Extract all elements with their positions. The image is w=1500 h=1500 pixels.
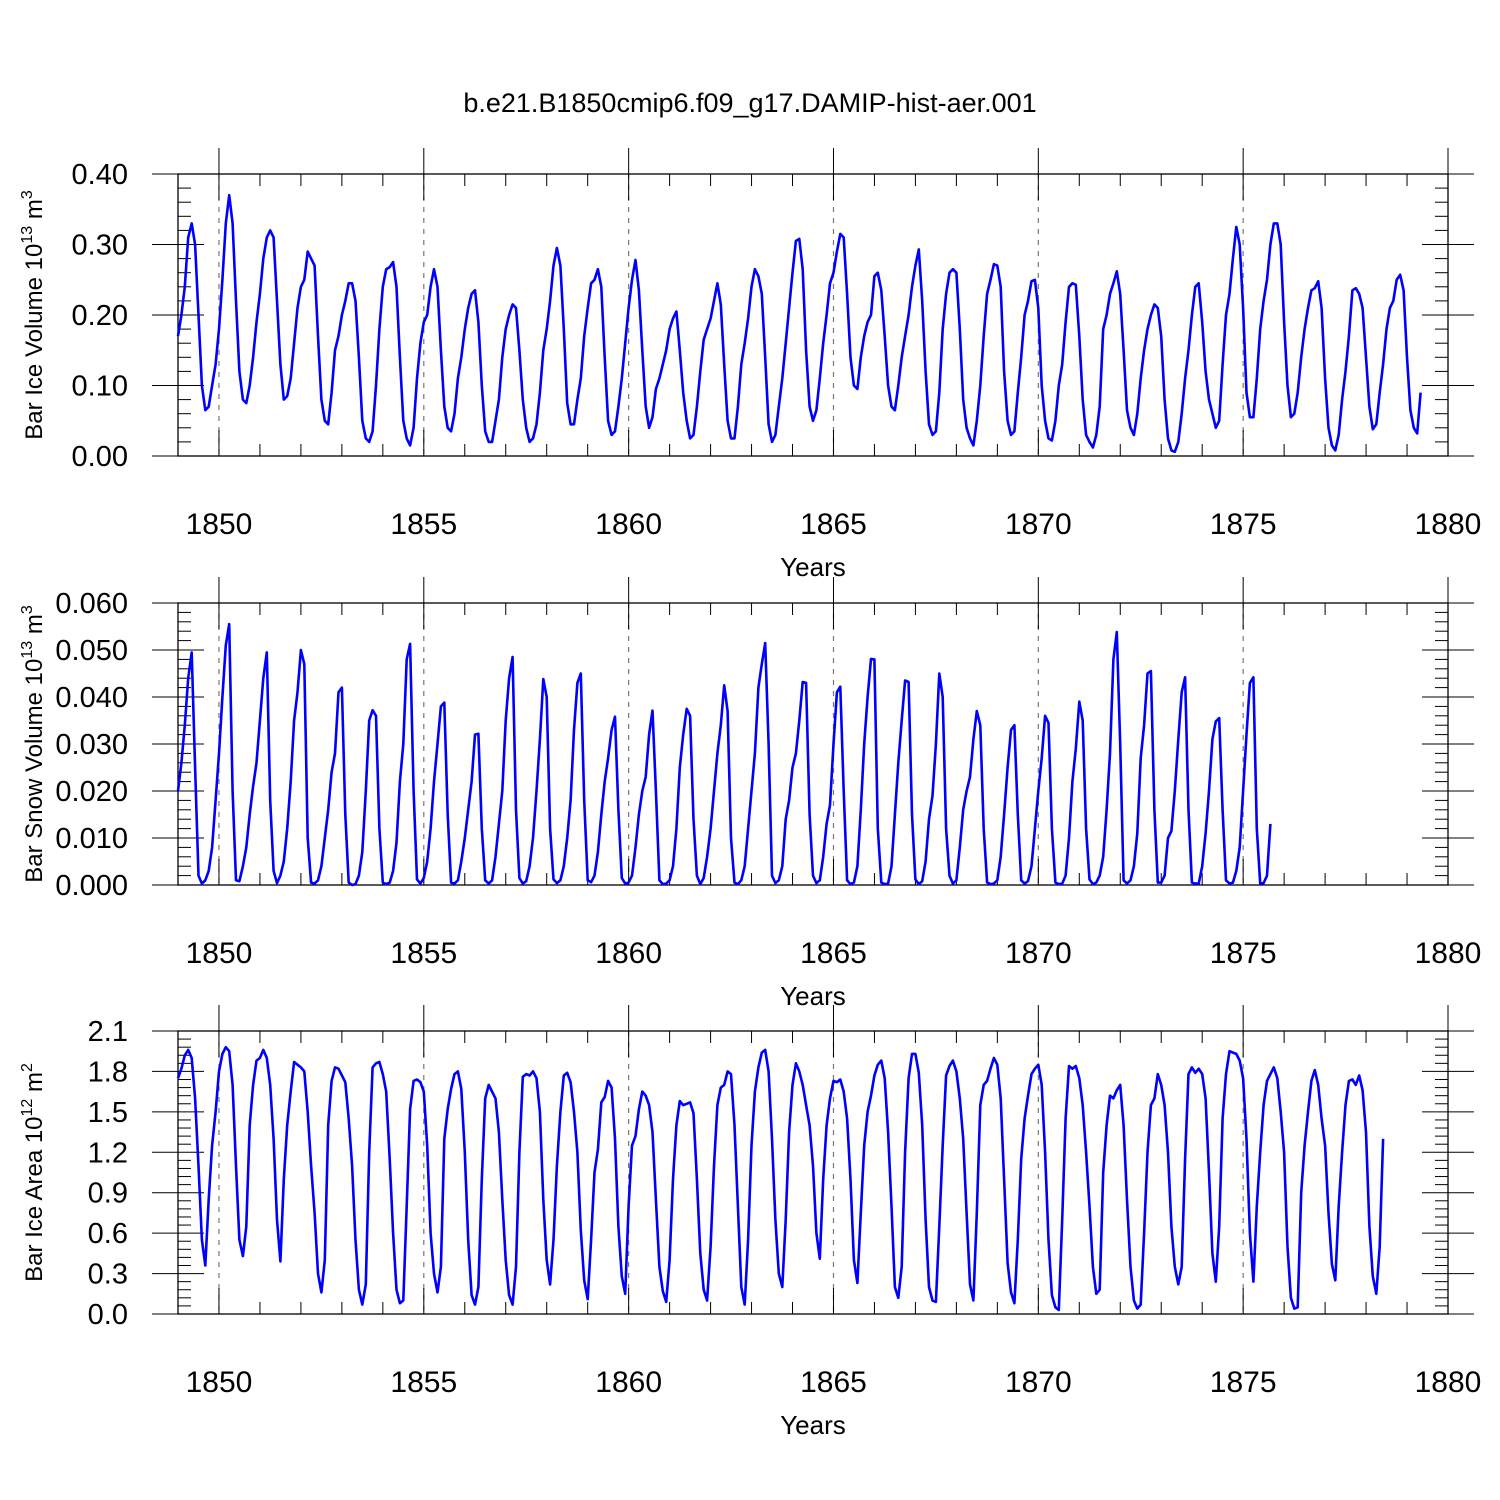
x-tick-label: 1855	[390, 1366, 457, 1399]
x-tick-label: 1880	[1415, 508, 1482, 541]
plot-frame	[177, 1030, 1449, 1315]
x-tick-label: 1850	[186, 508, 253, 541]
y-axis-label: Bar Ice Volume 1013 m3	[19, 190, 48, 440]
x-axis-label: Years	[780, 1410, 846, 1440]
x-tick-label: 1880	[1415, 937, 1482, 970]
x-tick-label: 1850	[186, 937, 253, 970]
x-tick-label: 1865	[800, 1366, 867, 1399]
y-tick-label: 0.00	[72, 441, 128, 473]
x-tick-label: 1870	[1005, 508, 1072, 541]
y-tick-label: 0.040	[55, 682, 128, 714]
x-tick-label: 1860	[595, 1366, 662, 1399]
plot-frame	[177, 173, 1449, 457]
y-tick-label: 0.40	[72, 159, 128, 191]
y-tick-label: 0.20	[72, 300, 128, 332]
x-axis-label: Years	[780, 981, 846, 1011]
plot-frame	[177, 602, 1449, 886]
x-axis-label: Years	[780, 552, 846, 582]
y-tick-label: 1.5	[88, 1097, 128, 1129]
y-axis-label: Bar Ice Area 1012 m2	[19, 1063, 48, 1282]
x-tick-label: 1860	[595, 937, 662, 970]
figure-title: b.e21.B1850cmip6.f09_g17.DAMIP-hist-aer.…	[463, 88, 1036, 118]
y-tick-label: 0.3	[88, 1259, 128, 1291]
x-tick-label: 1865	[800, 508, 867, 541]
x-tick-label: 1875	[1210, 937, 1277, 970]
chart-panel-ice-area: 0.0 0.3 0.6 0.9 1.2 1.5 1.8 2.1 1850 1855 1860 1865…	[19, 1005, 1481, 1440]
y-tick-label: 0.050	[55, 635, 128, 667]
y-tick-label: 0.000	[55, 870, 128, 902]
y-tick-label: 0.0	[88, 1299, 128, 1331]
chart-panel-snow-volume: 0.000 0.010 0.020 0.030 0.040 0.050 0.060 1850 1…	[19, 577, 1481, 1011]
series-line	[176, 193, 1422, 454]
chart-panel-ice-volume: 0.00 0.10 0.20 0.30 0.40 1850 1855 1860 1865 1870…	[19, 148, 1481, 582]
y-axis-label: Bar Snow Volume 1013 m3	[19, 605, 48, 883]
series-line	[176, 1045, 1385, 1312]
x-tick-label: 1870	[1005, 1366, 1072, 1399]
x-tick-label: 1865	[800, 937, 867, 970]
x-tick-label: 1875	[1210, 508, 1277, 541]
y-tick-label: 0.10	[72, 371, 128, 403]
y-tick-label: 0.020	[55, 776, 128, 808]
y-tick-label: 0.30	[72, 230, 128, 262]
y-tick-label: 2.1	[88, 1016, 128, 1048]
y-tick-label: 0.6	[88, 1218, 128, 1250]
x-tick-label: 1855	[390, 937, 457, 970]
y-tick-label: 1.8	[88, 1056, 128, 1088]
x-tick-label: 1875	[1210, 1366, 1277, 1399]
y-tick-label: 0.9	[88, 1178, 128, 1210]
y-tick-label: 0.010	[55, 823, 128, 855]
x-tick-label: 1870	[1005, 937, 1072, 970]
y-tick-label: 0.060	[55, 588, 128, 620]
x-tick-label: 1860	[595, 508, 662, 541]
y-tick-label: 1.2	[88, 1137, 128, 1169]
x-tick-label: 1850	[186, 1366, 253, 1399]
y-tick-label: 0.030	[55, 729, 128, 761]
x-tick-label: 1880	[1415, 1366, 1482, 1399]
x-tick-label: 1855	[390, 508, 457, 541]
series-line	[176, 622, 1272, 887]
